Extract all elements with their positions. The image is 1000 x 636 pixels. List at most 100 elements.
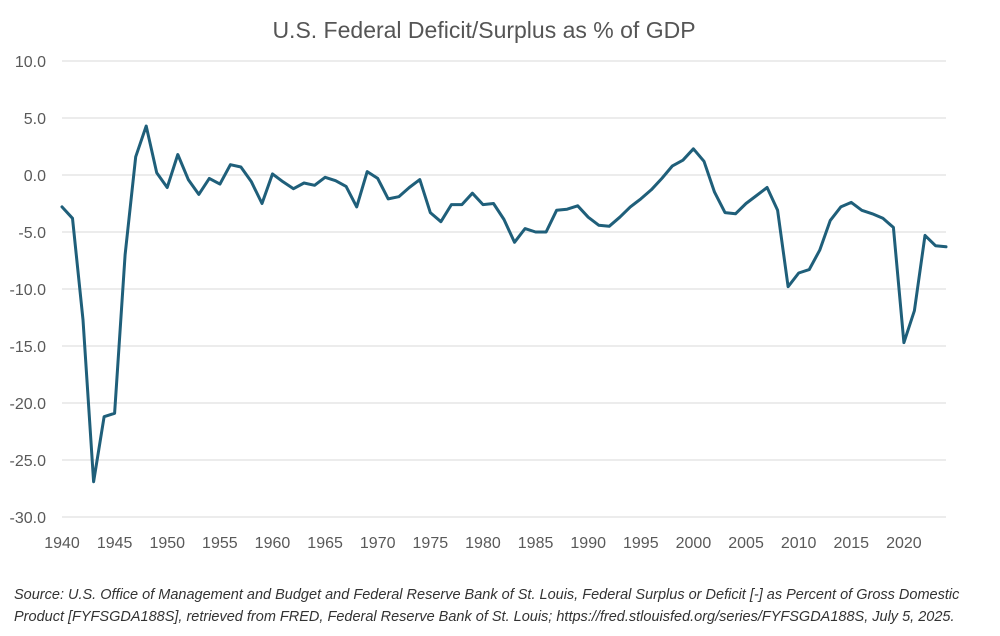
data-point (175, 152, 180, 157)
data-point (154, 170, 159, 175)
data-point (765, 185, 770, 190)
data-point (70, 216, 75, 221)
data-point (407, 185, 412, 190)
data-point (481, 202, 486, 207)
data-point (712, 190, 717, 195)
y-tick-label: -5.0 (18, 225, 46, 242)
data-point (449, 202, 454, 207)
data-point (680, 158, 685, 163)
x-tick-label: 2005 (728, 535, 764, 552)
data-point (744, 201, 749, 206)
data-point (944, 244, 949, 249)
data-point (281, 179, 286, 184)
x-tick-label: 1975 (413, 535, 449, 552)
data-point (344, 184, 349, 189)
data-point (144, 124, 149, 129)
data-point (260, 201, 265, 206)
source-note: Source: U.S. Office of Management and Bu… (14, 587, 960, 625)
data-point (723, 210, 728, 215)
grid-lines (62, 60, 946, 518)
data-point (123, 252, 128, 257)
x-tick-label: 2000 (676, 535, 712, 552)
x-axis-ticks: 1940 1945 1950 1955 1960 1965 1970 1975 1980 1985… (44, 535, 922, 552)
data-point (165, 185, 170, 190)
x-tick-label: 2015 (833, 535, 869, 552)
data-point (586, 215, 591, 220)
data-point (912, 308, 917, 313)
data-point (386, 196, 391, 201)
x-tick-label: 1990 (570, 535, 606, 552)
x-tick-label: 1950 (149, 535, 185, 552)
data-point (807, 267, 812, 272)
data-point (596, 223, 601, 228)
data-point (796, 271, 801, 276)
data-point (923, 233, 928, 238)
data-point (323, 175, 328, 180)
data-point (91, 479, 96, 484)
data-point (607, 224, 612, 229)
data-point (649, 187, 654, 192)
data-point (849, 200, 854, 205)
x-tick-label: 2020 (886, 535, 922, 552)
data-point (554, 208, 559, 213)
data-point (491, 201, 496, 206)
x-tick-label: 1955 (202, 535, 238, 552)
data-point (838, 204, 843, 209)
data-point (817, 248, 822, 253)
data-point (670, 163, 675, 168)
data-point (870, 211, 875, 216)
data-point (702, 159, 707, 164)
data-point (112, 411, 117, 416)
data-point (428, 210, 433, 215)
data-point (933, 243, 938, 248)
data-point (228, 162, 233, 167)
data-point (207, 176, 212, 181)
data-point (333, 178, 338, 183)
x-tick-label: 1970 (360, 535, 396, 552)
data-point (217, 182, 222, 187)
data-point (691, 146, 696, 151)
data-point (375, 176, 380, 181)
data-point (754, 193, 759, 198)
series-layer (60, 124, 949, 484)
data-point (533, 230, 538, 235)
data-point (786, 284, 791, 289)
y-tick-label: -20.0 (10, 396, 47, 413)
data-point (565, 207, 570, 212)
x-tick-label: 1980 (465, 535, 501, 552)
x-tick-label: 1960 (255, 535, 291, 552)
data-point (470, 191, 475, 196)
data-point (81, 317, 86, 322)
data-point (133, 154, 138, 159)
data-point (249, 179, 254, 184)
data-point (396, 194, 401, 199)
data-point (291, 186, 296, 191)
data-point (186, 177, 191, 182)
x-tick-label: 1985 (518, 535, 554, 552)
y-tick-label: -15.0 (10, 339, 47, 356)
data-point (523, 226, 528, 231)
y-tick-label: 0.0 (24, 168, 46, 185)
y-tick-label: -30.0 (10, 510, 47, 527)
data-point (270, 171, 275, 176)
data-point (859, 208, 864, 213)
data-point (312, 183, 317, 188)
x-tick-label: 1940 (44, 535, 80, 552)
y-tick-label: -10.0 (10, 282, 47, 299)
x-tick-label: 1995 (623, 535, 659, 552)
data-point (502, 217, 507, 222)
data-point (617, 215, 622, 220)
data-point (238, 165, 243, 170)
data-point (628, 204, 633, 209)
data-point (302, 181, 307, 186)
y-tick-label: 10.0 (15, 54, 46, 71)
y-tick-label: -25.0 (10, 453, 47, 470)
data-point (459, 202, 464, 207)
data-point (733, 211, 738, 216)
x-tick-label: 2010 (781, 535, 817, 552)
data-point (417, 177, 422, 182)
data-point (638, 196, 643, 201)
x-tick-label: 1945 (97, 535, 133, 552)
y-axis-ticks: 10.0 5.0 0.0 -5.0 -10.0 -15.0 -20.0 -25.0 -30.0 (10, 54, 47, 527)
